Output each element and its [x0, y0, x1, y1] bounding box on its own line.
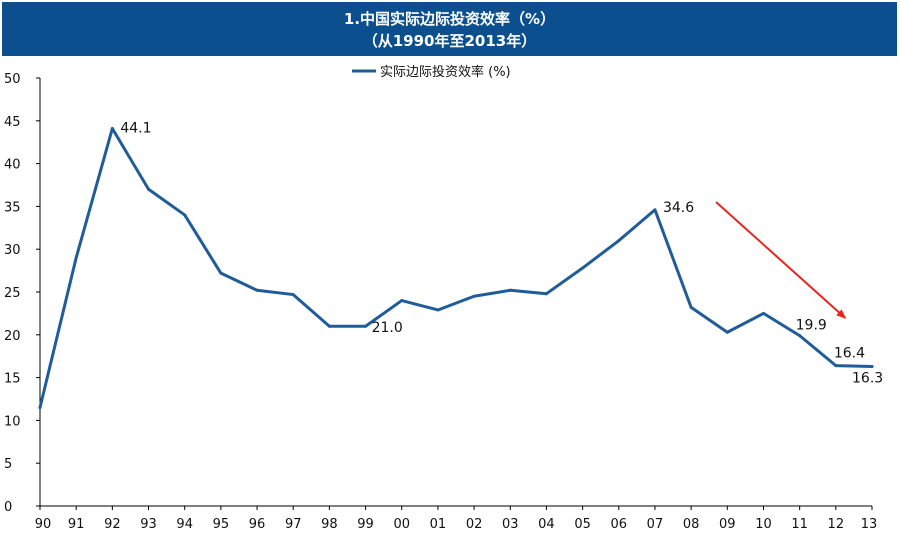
x-tick-label: 12 — [828, 517, 845, 532]
x-tick-label: 03 — [502, 517, 519, 532]
x-tick-label: 10 — [755, 517, 772, 532]
y-tick-label: 5 — [4, 457, 12, 472]
y-axis-ticks: 0 5 10 15 20 25 30 35 40 45 50 — [4, 72, 40, 515]
chart-subtitle: （从1990年至2013年） — [362, 32, 537, 50]
y-tick-label: 30 — [4, 243, 21, 258]
annotations — [715, 201, 847, 320]
x-tick-label: 05 — [574, 517, 591, 532]
x-tick-label: 97 — [285, 517, 302, 532]
x-tick-label: 08 — [683, 517, 700, 532]
data-label: 21.0 — [372, 320, 403, 336]
data-point — [689, 305, 693, 309]
data-point — [653, 208, 657, 212]
y-tick-label: 35 — [4, 200, 21, 215]
data-point — [364, 324, 368, 328]
x-tick-label: 93 — [140, 517, 157, 532]
y-tick-label: 15 — [4, 372, 21, 387]
data-point — [617, 239, 621, 243]
data-point — [110, 127, 114, 131]
x-tick-label: 90 — [35, 517, 52, 532]
x-tick-label: 04 — [538, 517, 555, 532]
data-point — [147, 187, 151, 191]
data-label: 34.6 — [663, 200, 694, 216]
data-label: 44.1 — [120, 121, 151, 137]
x-tick-label: 91 — [68, 517, 85, 532]
data-point — [219, 271, 223, 275]
y-tick-label: 50 — [4, 72, 21, 87]
x-tick-label: 09 — [719, 517, 736, 532]
data-label: 16.4 — [834, 346, 865, 362]
chart-title: 1.中国实际边际投资效率（%） — [343, 10, 556, 28]
y-tick-label: 0 — [4, 500, 12, 515]
legend-label: 实际边际投资效率 (%) — [380, 64, 511, 80]
x-tick-label: 06 — [611, 517, 628, 532]
y-tick-label: 10 — [4, 414, 21, 429]
data-label: 19.9 — [796, 318, 827, 334]
x-tick-label: 00 — [393, 517, 410, 532]
x-axis-ticks: 90 91 92 93 94 95 96 97 98 99 00 01 02 03 04 05 06 07 08 09… — [35, 506, 878, 532]
data-point — [327, 324, 331, 328]
data-labels: 44.1 21.0 34.6 19.9 16.4 16.3 — [120, 121, 883, 387]
series-line — [38, 127, 874, 410]
data-point — [291, 293, 295, 297]
data-point — [725, 330, 729, 334]
x-tick-label: 92 — [104, 517, 121, 532]
chart-axes — [39, 78, 872, 507]
data-point — [400, 299, 404, 303]
x-tick-label: 94 — [176, 517, 193, 532]
data-point — [436, 308, 440, 312]
data-point — [761, 311, 765, 315]
chart-title-bar: 1.中国实际边际投资效率（%） （从1990年至2013年） — [2, 2, 897, 56]
data-point — [183, 213, 187, 217]
series-layer — [38, 127, 874, 410]
data-point — [472, 294, 476, 298]
data-point — [834, 364, 838, 368]
y-tick-label: 40 — [4, 158, 21, 173]
data-point — [544, 292, 548, 296]
legend: 实际边际投资效率 (%) — [352, 64, 511, 80]
data-label: 16.3 — [852, 370, 883, 386]
x-tick-label: 99 — [357, 517, 374, 532]
y-tick-label: 25 — [4, 286, 21, 301]
data-point — [870, 364, 874, 368]
data-point — [508, 288, 512, 292]
x-tick-label: 96 — [249, 517, 266, 532]
data-point — [581, 266, 585, 270]
x-tick-label: 95 — [213, 517, 230, 532]
data-point — [255, 288, 259, 292]
y-tick-label: 45 — [4, 115, 21, 130]
x-tick-label: 02 — [466, 517, 483, 532]
data-point — [798, 334, 802, 338]
x-tick-label: 11 — [791, 517, 808, 532]
x-tick-label: 98 — [321, 517, 338, 532]
x-tick-label: 07 — [647, 517, 664, 532]
trend-arrow — [715, 201, 847, 320]
x-tick-label: 01 — [430, 517, 447, 532]
data-point — [74, 256, 78, 260]
y-tick-label: 20 — [4, 329, 21, 344]
x-tick-label: 13 — [861, 517, 878, 532]
data-point — [38, 406, 42, 410]
